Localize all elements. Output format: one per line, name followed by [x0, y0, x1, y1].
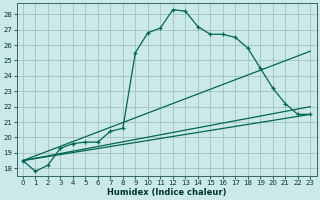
X-axis label: Humidex (Indice chaleur): Humidex (Indice chaleur)	[107, 188, 226, 197]
